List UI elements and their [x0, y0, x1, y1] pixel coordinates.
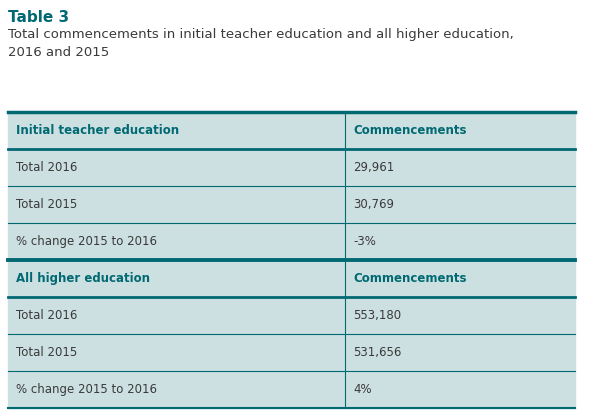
Text: % change 2015 to 2016: % change 2015 to 2016 — [16, 383, 157, 396]
Text: All higher education: All higher education — [16, 272, 150, 285]
Text: Initial teacher education: Initial teacher education — [16, 124, 179, 137]
Text: Table 3: Table 3 — [8, 10, 69, 25]
Text: 30,769: 30,769 — [353, 198, 394, 211]
Bar — [8, 149, 575, 186]
Text: Total commencements in initial teacher education and all higher education,: Total commencements in initial teacher e… — [8, 28, 514, 41]
Text: -3%: -3% — [353, 235, 376, 248]
Text: Total 2015: Total 2015 — [16, 198, 77, 211]
Text: 2016 and 2015: 2016 and 2015 — [8, 46, 109, 59]
Bar — [8, 260, 575, 297]
Text: Total 2016: Total 2016 — [16, 161, 77, 174]
Bar — [8, 223, 575, 260]
Text: 29,961: 29,961 — [353, 161, 394, 174]
Bar — [8, 297, 575, 334]
Text: Commencements: Commencements — [353, 124, 467, 137]
Bar — [8, 112, 575, 149]
Text: 4%: 4% — [353, 383, 372, 396]
Text: % change 2015 to 2016: % change 2015 to 2016 — [16, 235, 157, 248]
Text: 553,180: 553,180 — [353, 309, 402, 322]
Bar — [8, 371, 575, 408]
Bar — [8, 186, 575, 223]
Text: 531,656: 531,656 — [353, 346, 402, 359]
Text: Total 2016: Total 2016 — [16, 309, 77, 322]
Text: Commencements: Commencements — [353, 272, 467, 285]
Bar — [8, 334, 575, 371]
Text: Total 2015: Total 2015 — [16, 346, 77, 359]
